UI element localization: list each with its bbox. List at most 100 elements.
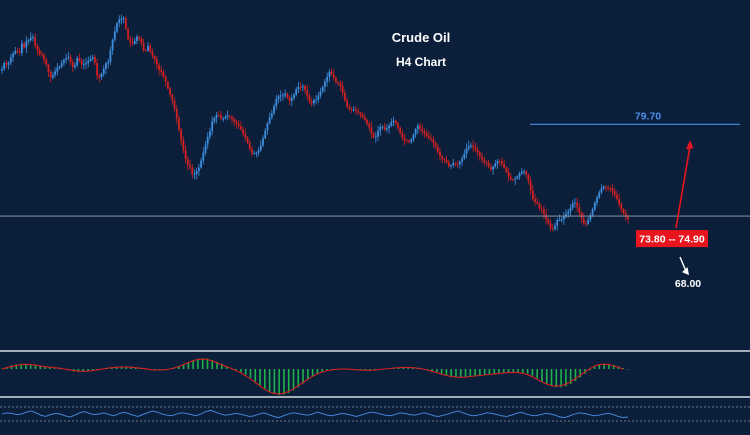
bullish-candle [273, 106, 275, 114]
bearish-candle [251, 148, 253, 154]
bearish-candle [173, 100, 176, 109]
bearish-candle [189, 165, 191, 168]
bearish-candle [80, 60, 83, 65]
bullish-candle [324, 81, 326, 87]
bullish-candle [523, 171, 525, 173]
bearish-candle [169, 88, 172, 95]
bearish-candle [401, 132, 404, 138]
target-range-box [636, 230, 708, 248]
bullish-candle [262, 138, 264, 146]
bullish-candle [268, 117, 271, 124]
bullish-candle [76, 58, 79, 66]
bearish-candle [576, 202, 579, 208]
bearish-candle [217, 115, 220, 117]
bearish-candle [34, 37, 37, 46]
bearish-candle [175, 108, 178, 119]
bullish-candle [147, 45, 149, 51]
bullish-candle [465, 148, 468, 154]
bullish-candle [197, 167, 200, 172]
bearish-candle [182, 140, 185, 150]
bullish-candle [211, 121, 214, 132]
bearish-candle [124, 18, 127, 29]
bearish-candle [425, 133, 428, 136]
bullish-candle [319, 91, 322, 96]
bullish-candle [412, 134, 415, 140]
bullish-candle [60, 62, 63, 68]
bearish-candle [178, 118, 180, 130]
bearish-candle [622, 209, 625, 214]
bearish-candle [607, 187, 609, 189]
bearish-candle [180, 129, 183, 141]
bearish-candle [191, 167, 194, 175]
bearish-candle [96, 62, 99, 76]
bearish-candle [49, 71, 52, 78]
bearish-candle [476, 149, 479, 153]
bullish-candle [136, 36, 138, 41]
bearish-candle [288, 97, 291, 101]
bearish-candle [370, 127, 373, 134]
bearish-candle [233, 119, 236, 122]
bearish-candle [355, 109, 357, 111]
bearish-candle [472, 145, 475, 148]
bearish-candle [71, 62, 74, 68]
chart-title: Crude Oil [392, 30, 451, 45]
bearish-candle [359, 112, 362, 115]
bullish-candle [279, 95, 282, 97]
bullish-candle [266, 123, 269, 131]
bearish-candle [160, 70, 163, 73]
bearish-candle [343, 93, 346, 101]
bearish-candle [286, 93, 289, 98]
bullish-candle [206, 136, 209, 145]
bearish-candle [98, 75, 101, 78]
bearish-candle [231, 116, 233, 120]
bullish-candle [9, 57, 12, 63]
bearish-candle [350, 108, 353, 110]
bearish-candle [5, 63, 8, 65]
bullish-candle [56, 67, 59, 72]
bearish-candle [529, 180, 532, 191]
bearish-candle [618, 199, 621, 205]
bullish-candle [100, 73, 103, 78]
bearish-candle [348, 106, 351, 109]
bearish-candle [419, 125, 421, 129]
bullish-candle [587, 219, 590, 224]
target-range-label: 73.80 -- 74.90 [639, 234, 705, 246]
bullish-candle [390, 122, 393, 126]
bearish-candle [620, 204, 623, 210]
bullish-candle [326, 76, 329, 82]
bullish-candle [496, 161, 499, 164]
rsi-line [1, 409, 629, 419]
bearish-candle [140, 38, 143, 44]
bearish-candle [158, 64, 160, 71]
bullish-candle [600, 188, 603, 193]
bullish-candle [492, 166, 494, 170]
bullish-candle [255, 152, 258, 154]
bullish-candle [520, 171, 523, 174]
bearish-candle [144, 50, 147, 52]
bullish-candle [209, 131, 211, 137]
bearish-candle [551, 228, 554, 230]
bullish-candle [54, 71, 56, 75]
bearish-candle [512, 179, 514, 181]
bearish-candle [611, 188, 614, 192]
bullish-candle [277, 96, 280, 100]
bearish-candle [616, 194, 618, 200]
bullish-candle [29, 37, 32, 40]
bearish-candle [186, 159, 189, 166]
bearish-candle [549, 223, 552, 229]
bearish-candle [246, 137, 249, 143]
bullish-candle [565, 213, 567, 217]
bearish-candle [361, 114, 364, 118]
bearish-candle [432, 139, 435, 143]
bullish-candle [352, 109, 355, 111]
bearish-candle [485, 161, 488, 163]
bullish-candle [193, 173, 196, 175]
bearish-candle [547, 219, 550, 224]
bullish-candle [259, 145, 262, 151]
bearish-candle [447, 162, 450, 166]
bearish-candle [171, 94, 174, 101]
bearish-candle [439, 152, 441, 157]
bearish-candle [368, 123, 371, 128]
